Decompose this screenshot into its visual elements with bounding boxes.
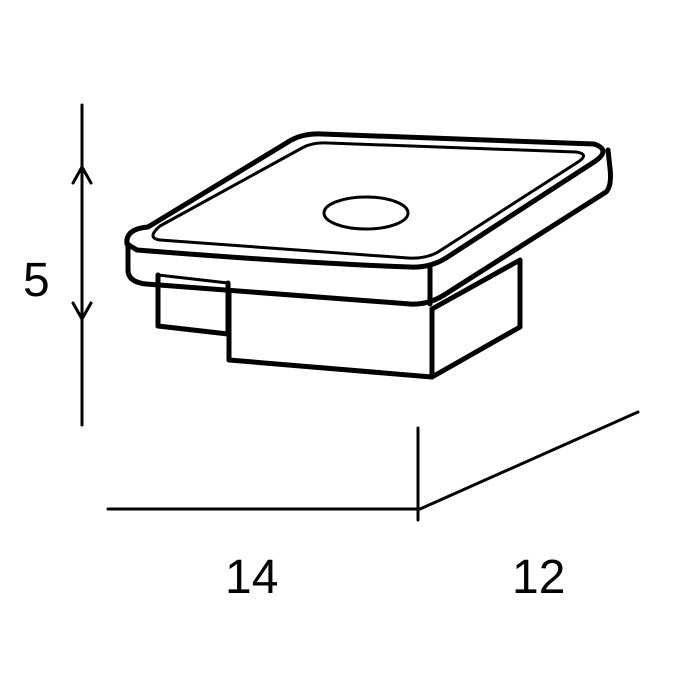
tray-top: [127, 134, 603, 267]
product-outline: [127, 134, 611, 377]
tray-top-inner: [153, 143, 584, 258]
drain-ellipse: [324, 197, 408, 229]
guide-depth: [420, 412, 638, 509]
drawing-svg: [0, 0, 700, 700]
dimension-diagram: 5 14 12: [0, 0, 700, 700]
wall-plate-top: [158, 275, 228, 283]
